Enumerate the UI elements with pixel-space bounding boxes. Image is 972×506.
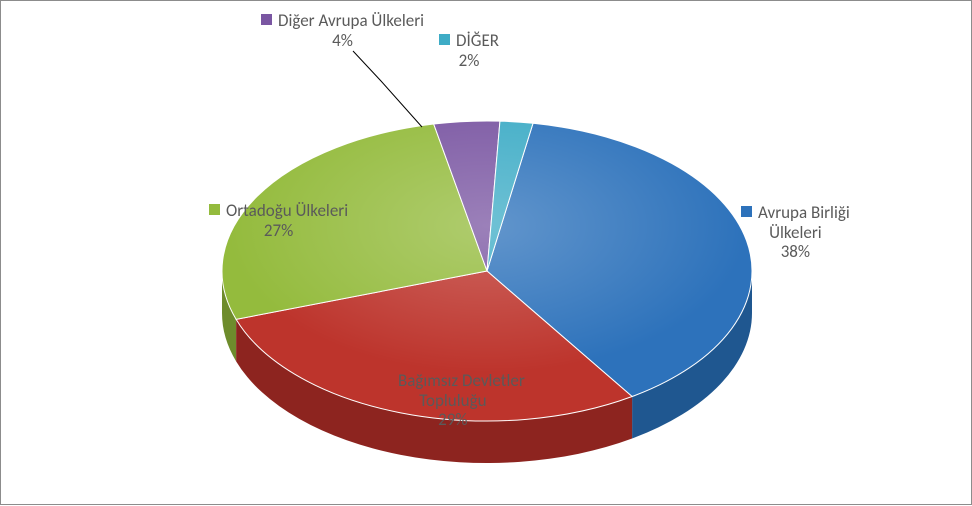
legend-swatch [439,34,450,45]
slice-pct: 4% [332,30,353,51]
leader-line [353,51,422,127]
slice-label: Bağımsız DevletlerTopluluğu29% [381,371,525,430]
slice-name: Ülkeleri [769,222,822,243]
slice-pct: 27% [264,220,293,241]
slice-name: DİĞER [456,30,499,51]
slice-label: Diğer Avrupa Ülkeleri4% [261,11,424,50]
chart-frame: Avrupa BirliğiÜlkeleri38% Bağımsız Devlet… [0,0,972,505]
slice-label: DİĞER2% [439,31,499,70]
slice-name: Diğer Avrupa Ülkeleri [278,10,424,31]
slice-pct: 38% [781,241,810,262]
legend-swatch [209,204,220,215]
slice-name: Avrupa Birliği [758,202,850,223]
legend-swatch [261,14,272,25]
legend-swatch [741,206,752,217]
slice-pct: 2% [459,50,480,71]
slice-name: Ortadoğu Ülkeleri [226,200,348,221]
slice-name: Topluluğu [419,390,486,411]
slice-pct: 29% [438,409,467,430]
slice-name: Bağımsız Devletler [398,370,525,391]
slice-label: Ortadoğu Ülkeleri27% [209,201,348,240]
slice-label: Avrupa BirliğiÜlkeleri38% [741,203,850,262]
legend-swatch [381,374,392,385]
